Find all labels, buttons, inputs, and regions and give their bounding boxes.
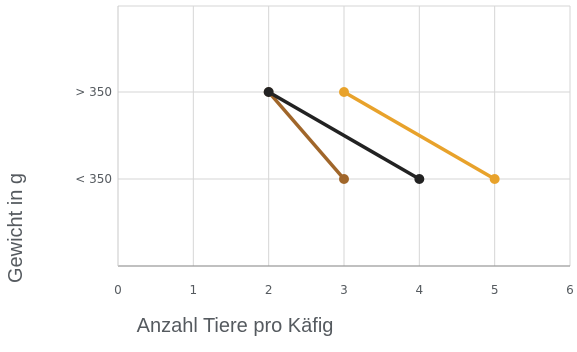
- series-line-3: [342, 90, 497, 181]
- tick-labels: 0 1 2 3 4 5 6 < 350 > 350: [75, 85, 574, 297]
- x-tick-label: 0: [114, 283, 122, 297]
- series-3-point: [489, 174, 500, 184]
- series-line-1: [266, 90, 346, 181]
- x-tick-label: 6: [566, 283, 574, 297]
- y-axis-title: Gewicht in g: [5, 173, 27, 283]
- series-2-point: [414, 174, 425, 184]
- series-3-point: [339, 87, 349, 97]
- series-2-point: [263, 87, 274, 97]
- x-tick-label: 5: [491, 283, 499, 297]
- series-line-2: [266, 90, 422, 181]
- x-axis-title: Anzahl Tiere pro Käfig: [137, 315, 334, 337]
- x-tick-label: 3: [340, 283, 348, 297]
- series-1-point: [339, 174, 349, 184]
- data-points: [263, 87, 500, 184]
- series-lines: [266, 90, 497, 181]
- x-tick-label: 4: [416, 283, 424, 297]
- y-tick-label: < 350: [75, 172, 112, 186]
- axes: [117, 6, 570, 267]
- x-tick-label: 1: [190, 283, 198, 297]
- y-tick-label: > 350: [75, 85, 112, 99]
- x-tick-label: 2: [265, 283, 273, 297]
